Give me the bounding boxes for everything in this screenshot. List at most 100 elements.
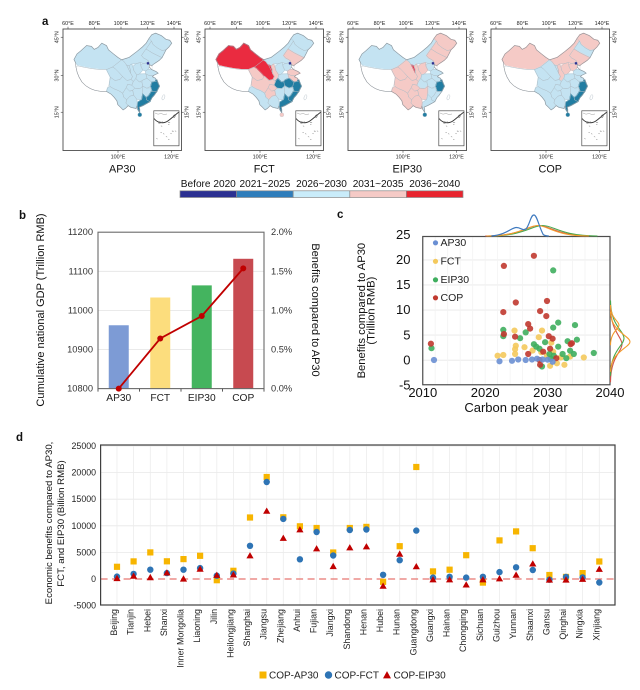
svg-text:Shaanxi: Shaanxi — [525, 609, 535, 641]
svg-text:15°N: 15°N — [327, 106, 333, 118]
svg-text:120°E: 120°E — [164, 155, 179, 161]
svg-text:60°E: 60°E — [62, 21, 74, 27]
svg-text:5: 5 — [403, 327, 410, 342]
svg-text:100°E: 100°E — [113, 21, 128, 27]
svg-text:140°E: 140°E — [309, 21, 324, 27]
svg-text:45°N: 45°N — [340, 31, 346, 43]
svg-text:EIP30: EIP30 — [393, 164, 422, 176]
svg-text:11000: 11000 — [68, 305, 93, 315]
svg-text:120°E: 120°E — [140, 21, 155, 27]
svg-text:-5000: -5000 — [74, 601, 97, 611]
svg-text:100°E: 100°E — [542, 21, 557, 27]
svg-text:Beijing: Beijing — [109, 609, 119, 636]
svg-text:80°E: 80°E — [517, 21, 529, 27]
svg-text:Gansu: Gansu — [541, 609, 551, 635]
svg-text:60°E: 60°E — [490, 21, 502, 27]
svg-text:2.0%: 2.0% — [271, 227, 292, 237]
svg-text:11100: 11100 — [69, 266, 93, 276]
svg-text:Economic benefits compared to: Economic benefits compared to AP30, — [44, 442, 55, 605]
svg-text:5000: 5000 — [76, 547, 96, 557]
svg-text:COP-FCT: COP-FCT — [335, 671, 379, 682]
svg-text:80°E: 80°E — [374, 21, 386, 27]
svg-text:15°N: 15°N — [483, 106, 489, 118]
svg-text:45°N: 45°N — [197, 31, 203, 43]
svg-text:Shandong: Shandong — [342, 609, 352, 650]
svg-text:60°E: 60°E — [347, 21, 359, 27]
svg-text:COP-EIP30: COP-EIP30 — [394, 671, 447, 682]
svg-text:45°N: 45°N — [483, 31, 489, 43]
svg-text:120°E: 120°E — [306, 155, 321, 161]
svg-text:COP: COP — [232, 393, 254, 404]
svg-text:Henan: Henan — [358, 609, 368, 635]
svg-text:45°N: 45°N — [54, 31, 60, 43]
svg-text:30°N: 30°N — [54, 69, 60, 81]
svg-text:0: 0 — [403, 352, 410, 367]
svg-text:AP30: AP30 — [109, 164, 135, 176]
svg-text:1.0%: 1.0% — [271, 305, 292, 315]
svg-text:25: 25 — [396, 227, 410, 242]
svg-text:FCT: FCT — [441, 256, 462, 268]
svg-text:11200: 11200 — [68, 227, 93, 237]
svg-text:AP30: AP30 — [106, 393, 131, 404]
svg-text:Shanxi: Shanxi — [159, 609, 169, 636]
svg-text:120°E: 120°E — [568, 21, 583, 27]
svg-text:45°N: 45°N — [613, 31, 619, 43]
svg-text:FCT: FCT — [150, 393, 170, 404]
svg-text:Ningxia: Ningxia — [575, 609, 585, 639]
svg-text:30°N: 30°N — [340, 69, 346, 81]
svg-text:Yunnan: Yunnan — [508, 609, 518, 639]
svg-text:2031~2035: 2031~2035 — [353, 179, 404, 190]
svg-text:60°E: 60°E — [204, 21, 216, 27]
svg-text:2030: 2030 — [533, 385, 562, 400]
svg-text:Carbon peak year: Carbon peak year — [464, 400, 568, 415]
svg-text:COP: COP — [539, 164, 562, 176]
svg-text:15: 15 — [396, 277, 410, 292]
svg-text:15°N: 15°N — [613, 106, 619, 118]
svg-text:10000: 10000 — [72, 521, 97, 531]
svg-text:COP: COP — [441, 292, 464, 304]
svg-text:-5: -5 — [399, 378, 411, 393]
svg-text:EIP30: EIP30 — [188, 393, 216, 404]
svg-text:45°N: 45°N — [470, 31, 476, 43]
svg-text:Benefits compared to AP30: Benefits compared to AP30 — [309, 243, 321, 376]
svg-text:15°N: 15°N — [54, 106, 60, 118]
svg-text:120°E: 120°E — [282, 21, 297, 27]
svg-text:25000: 25000 — [72, 441, 97, 451]
svg-text:Benefits compared to AP30: Benefits compared to AP30 — [356, 243, 368, 379]
svg-text:140°E: 140°E — [166, 21, 181, 27]
svg-text:15°N: 15°N — [340, 106, 346, 118]
svg-text:30°N: 30°N — [327, 69, 333, 81]
svg-text:100°E: 100°E — [396, 155, 411, 161]
svg-text:Jiangxi: Jiangxi — [325, 609, 335, 637]
svg-text:140°E: 140°E — [595, 21, 610, 27]
svg-text:10: 10 — [396, 302, 410, 317]
svg-text:Liaoning: Liaoning — [192, 609, 202, 643]
svg-text:(Trillion RMB): (Trillion RMB) — [366, 276, 378, 344]
svg-text:EIP30: EIP30 — [441, 274, 470, 286]
svg-text:2026~2030: 2026~2030 — [296, 179, 347, 190]
svg-text:1.5%: 1.5% — [271, 266, 292, 276]
svg-text:Guangdong: Guangdong — [408, 609, 418, 655]
svg-text:80°E: 80°E — [231, 21, 243, 27]
svg-text:20000: 20000 — [72, 468, 97, 478]
svg-text:Chongqing: Chongqing — [458, 609, 468, 652]
svg-text:Sichuan: Sichuan — [475, 609, 485, 641]
svg-text:45°N: 45°N — [184, 31, 190, 43]
svg-text:120°E: 120°E — [425, 21, 440, 27]
svg-text:100°E: 100°E — [256, 21, 271, 27]
svg-text:100°E: 100°E — [253, 155, 268, 161]
svg-text:0: 0 — [91, 574, 96, 584]
svg-text:0.5%: 0.5% — [271, 345, 292, 355]
svg-text:Cumulative national GDP (Trill: Cumulative national GDP (Trillion RMB) — [35, 213, 47, 406]
svg-text:Hubei: Hubei — [375, 609, 385, 632]
svg-text:Hebei: Hebei — [142, 609, 152, 632]
svg-text:10900: 10900 — [67, 345, 93, 355]
svg-text:15°N: 15°N — [197, 106, 203, 118]
svg-text:15000: 15000 — [72, 494, 97, 504]
svg-text:20: 20 — [396, 252, 410, 267]
svg-text:30°N: 30°N — [470, 69, 476, 81]
svg-text:120°E: 120°E — [449, 155, 464, 161]
svg-text:30°N: 30°N — [197, 69, 203, 81]
svg-text:0.0%: 0.0% — [271, 384, 292, 394]
svg-text:Fujian: Fujian — [309, 609, 319, 633]
